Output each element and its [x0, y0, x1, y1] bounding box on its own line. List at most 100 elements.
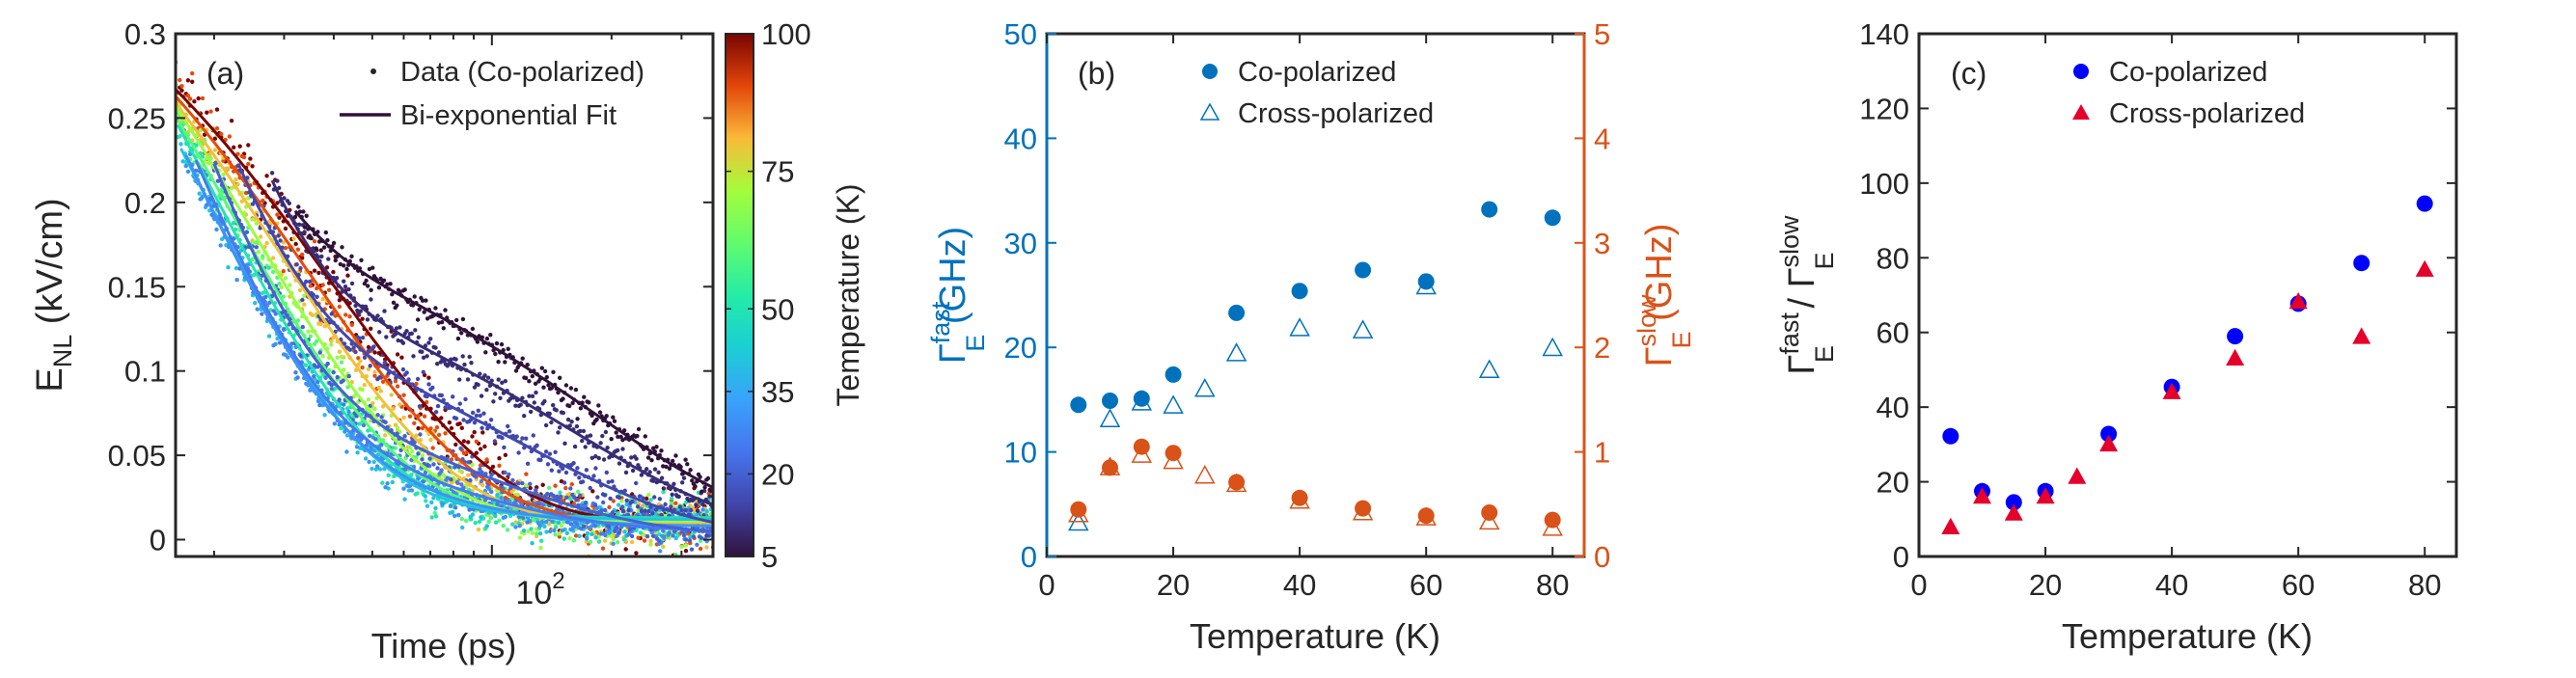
panel-a-data-point: [389, 393, 394, 397]
panel-a-data-point: [505, 528, 510, 532]
panel-a-data-point: [704, 509, 709, 514]
panel-a-data-point: [520, 480, 525, 486]
panel-a-data-point: [514, 434, 519, 439]
panel-a-data-point: [397, 402, 402, 407]
panel-a-data-point: [302, 293, 307, 298]
panel-a-data-point: [319, 254, 324, 259]
panel-a-data-point: [677, 504, 682, 509]
colorbar-gradient: [725, 33, 754, 557]
panel-a-data-point: [187, 96, 193, 101]
panel-a-data-point: [469, 361, 474, 366]
panel-a-data-point: [294, 262, 299, 267]
panel-a-data-point: [510, 477, 515, 483]
panel-a-data-point: [371, 459, 376, 465]
panel-a-data-point: [395, 425, 400, 430]
panel-b-left-ytick-label: 10: [1004, 436, 1037, 470]
panel-a-data-point: [310, 312, 315, 317]
panel-a-data-point: [538, 457, 543, 463]
panel-a-data-point: [297, 209, 303, 214]
panel-a-data-point: [636, 501, 641, 506]
panel-a-data-point: [300, 252, 305, 258]
panel-a-data-point: [497, 456, 502, 461]
panel-b-point-left-cross: [1225, 342, 1247, 362]
panel-a-data-point: [282, 196, 287, 201]
panel-a-xtick-label: 102: [515, 568, 564, 611]
panel-a-data-point: [372, 373, 377, 378]
panel-a-data-point: [366, 348, 370, 354]
panel-a-data-point: [588, 539, 593, 544]
panel-a-data-point: [495, 502, 500, 506]
panel-a-data-point: [646, 508, 651, 514]
panel-a-data-point: [707, 494, 712, 499]
panel-a-data-point: [342, 367, 346, 372]
panel-a-data-point: [250, 217, 255, 222]
panel-a-data-point: [589, 531, 594, 537]
panel-a-data-point: [451, 394, 455, 399]
panel-a-ytick-label: 0.25: [108, 101, 166, 135]
panel-a-data-point: [439, 319, 445, 325]
panel-a-data-point: [593, 454, 598, 459]
panel-a-data-point: [626, 507, 631, 513]
panel-a-data-point: [293, 370, 298, 375]
panel-a-data-point: [278, 238, 283, 243]
panel-c-point-cross: [2004, 503, 2023, 521]
panel-a-data-point: [493, 392, 498, 396]
panel-a-data-point: [452, 513, 457, 519]
panel-a-data-point: [603, 532, 608, 538]
panel-a-data-point: [563, 485, 568, 491]
panel-a-data-point: [651, 478, 656, 483]
panel-a-data-point: [567, 403, 572, 409]
panel-a-data-point: [198, 127, 203, 133]
panel-a-data-point: [329, 339, 334, 343]
panel-a-data-point: [500, 380, 505, 385]
panel-b-left-ytick-label: 30: [1004, 227, 1037, 260]
panel-a-y-axis-label: ENL (kV/cm): [30, 198, 77, 392]
panel-a-data-point: [281, 327, 287, 332]
panel-a-data-point: [454, 479, 460, 485]
panel-a-data-point: [622, 529, 627, 534]
panel-a-data-point: [669, 504, 673, 509]
panel-a-data-point: [620, 508, 626, 514]
panel-a-data-point: [501, 523, 506, 529]
panel-a-data-point: [458, 446, 463, 451]
panel-a-data-point: [503, 452, 508, 457]
panel-a-data-point: [291, 236, 296, 241]
panel-a-data-point: [420, 457, 425, 462]
panel-a-data-point: [507, 429, 512, 434]
panel-a-data-point: [513, 403, 518, 408]
panel-a-data-point: [396, 338, 400, 343]
panel-a-data-point: [273, 312, 278, 316]
panel-a-data-point: [337, 397, 342, 402]
panel-a-data-point: [567, 536, 572, 541]
panel-a-data-point: [286, 355, 290, 360]
panel-a-data-point: [443, 308, 448, 312]
panel-a-data-point: [212, 136, 218, 141]
legend-cross-label: Cross-polarized: [1238, 98, 1434, 129]
panel-c-point-co: [2227, 328, 2244, 345]
panel-a-data-point: [484, 457, 489, 462]
panel-a-data-point: [683, 507, 688, 513]
panel-a-data-point: [683, 457, 688, 462]
panel-a-data-point: [587, 400, 591, 405]
panel-a-data-point: [360, 365, 365, 370]
panel-a-data-point: [356, 356, 361, 361]
panel-a-data-point: [443, 405, 448, 410]
panel-a-data-point: [197, 191, 202, 196]
panel-a-data-point: [549, 386, 554, 391]
panel-a-data-point: [459, 331, 464, 336]
panel-b-point-left-cross: [1542, 337, 1563, 357]
panel-a-data-point: [400, 366, 406, 372]
panel-a-data-point: [614, 430, 618, 435]
panel-a-data-point: [643, 508, 647, 513]
panel-a-data-point: [652, 467, 658, 472]
panel-a-data-point: [459, 482, 464, 487]
panel-a-data-point: [287, 201, 291, 205]
panel-a-data-point: [358, 359, 363, 364]
panel-a-data-point: [478, 463, 483, 468]
panel-a-data-point: [320, 296, 325, 302]
panel-a-data-point: [563, 383, 569, 388]
panel-b-point-left-co: [1355, 261, 1372, 279]
panel-a-data-point: [344, 433, 350, 438]
panel-c-point-cross: [2415, 259, 2434, 277]
panel-c-ytick-label: 80: [1877, 241, 1909, 275]
